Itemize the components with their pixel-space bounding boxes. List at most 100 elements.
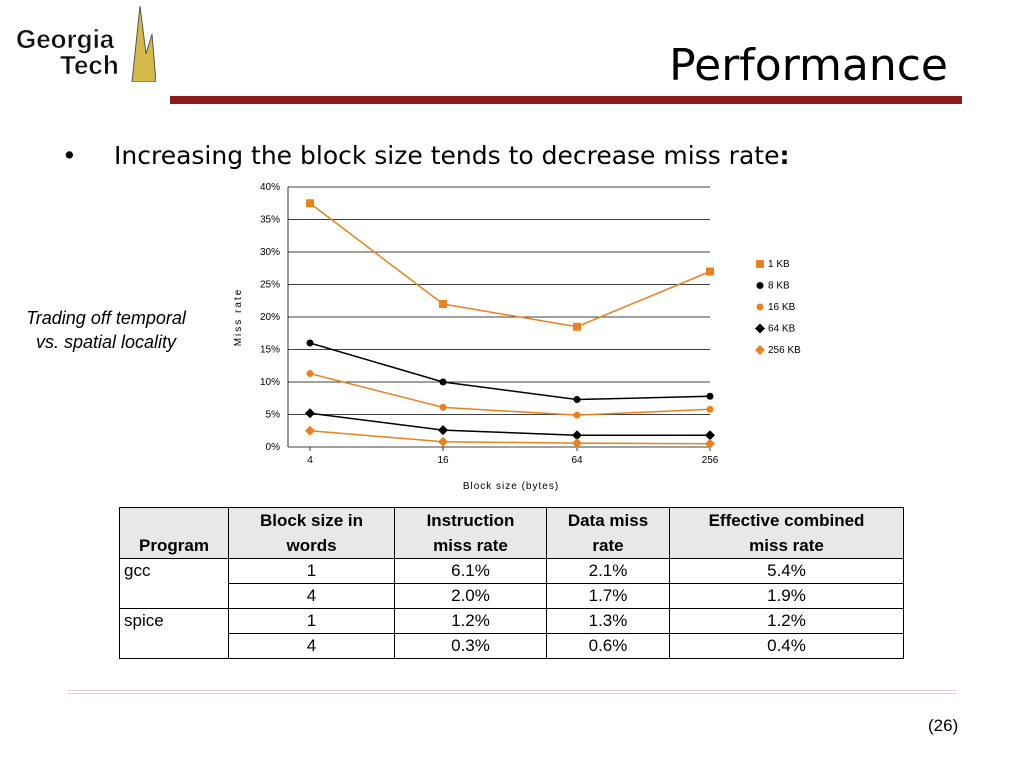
table-row: 4 0.3% 0.6% 0.4% [119, 633, 904, 659]
x-tick-label: 64 [571, 455, 583, 466]
series-line [309, 342, 711, 401]
cell-data: 2.1% [546, 558, 670, 584]
cell-instr: 2.0% [394, 583, 547, 609]
table-row: spice 1 1.2% 1.3% 1.2% [119, 608, 904, 634]
data-point [573, 396, 581, 404]
header-block-size-line1: Block size in [260, 511, 363, 530]
cell-block: 4 [228, 583, 395, 609]
cell-program [119, 633, 229, 659]
data-point [573, 322, 581, 331]
bullet-dot: • [62, 141, 77, 170]
miss-rate-table: Program Block size in words Instruction mi… [119, 507, 904, 659]
table-row: 4 2.0% 1.7% 1.9% [119, 583, 904, 609]
series-line [309, 412, 710, 437]
cell-instr: 0.3% [394, 633, 547, 659]
cell-data: 1.3% [546, 608, 670, 634]
cell-program: spice [119, 608, 229, 634]
cell-instr: 1.2% [394, 608, 547, 634]
legend-label: 64 KB [768, 324, 796, 335]
data-point [439, 403, 447, 411]
x-tick-label: 256 [702, 455, 719, 466]
cell-data: 1.7% [546, 583, 670, 609]
x-axis-label: Block size (bytes) [463, 481, 559, 492]
header-instruction-line2: miss rate [433, 536, 508, 555]
bullet-text: Increasing the block size tends to decre… [114, 141, 789, 170]
bullet-text-body: Increasing the block size tends to decre… [114, 141, 780, 170]
slide-title: Performance [669, 40, 948, 91]
data-point [705, 430, 715, 441]
data-point [706, 405, 714, 413]
cell-program [119, 583, 229, 609]
cell-combined: 0.4% [669, 633, 904, 659]
data-point [305, 425, 315, 436]
legend-label: 1 KB [768, 259, 790, 270]
cell-combined: 1.9% [669, 583, 904, 609]
logo-line1: Georgia [16, 24, 115, 54]
header-block-size-line2: words [286, 536, 337, 555]
header-block-size: Block size in words [228, 507, 395, 559]
miss-rate-chart: 0% 5% 10% 15% 20% 25% 30% 35% 40% 4 16 64 256 Block s… [233, 182, 801, 492]
header-instruction-line1: Instruction [426, 511, 515, 530]
cell-instr: 6.1% [394, 558, 547, 584]
series-line [309, 372, 711, 416]
data-point [439, 300, 447, 308]
legend-marker [756, 282, 764, 289]
header-data: Data miss rate [546, 507, 670, 559]
footer-divider [68, 690, 956, 694]
side-note-line2: vs. spatial locality [35, 332, 177, 352]
y-tick-label: 0% [266, 442, 281, 453]
data-point [572, 438, 582, 449]
header-combined-line2: miss rate [749, 536, 824, 555]
cell-combined: 5.4% [669, 558, 904, 584]
y-tick-label: 40% [260, 182, 280, 193]
y-tick-label: 35% [260, 215, 280, 226]
bullet-colon: : [779, 141, 790, 170]
data-point [438, 425, 448, 436]
cell-block: 1 [228, 608, 395, 634]
header-instruction: Instruction miss rate [394, 507, 547, 559]
header-data-line2: rate [592, 536, 624, 555]
y-tick-label: 15% [260, 345, 280, 356]
cell-data: 0.6% [546, 633, 670, 659]
data-point [306, 199, 314, 208]
y-axis-label: Miss rate [233, 288, 244, 347]
data-point [573, 411, 581, 419]
series-line [309, 202, 711, 328]
x-tick-label: 4 [307, 455, 313, 466]
data-point [706, 392, 714, 400]
y-tick-label: 20% [260, 312, 280, 323]
legend-label: 16 KB [768, 302, 796, 313]
data-point [439, 378, 447, 386]
cell-block: 1 [228, 558, 395, 584]
data-point [306, 339, 314, 347]
x-tick-label: 16 [437, 455, 449, 466]
header-program: Program [119, 507, 229, 559]
legend-marker [755, 323, 765, 334]
header-program-text: Program [139, 536, 209, 555]
page-number: (26) [928, 716, 959, 735]
header-combined: Effective combined miss rate [669, 507, 904, 559]
georgia-tech-logo: Georgia Tech [16, 5, 156, 82]
data-point [438, 436, 448, 447]
data-point [705, 438, 715, 449]
table-row: gcc 1 6.1% 2.1% 5.4% [119, 558, 904, 584]
data-point [306, 370, 314, 378]
cell-program: gcc [119, 558, 229, 584]
y-tick-label: 30% [260, 247, 280, 258]
header-combined-line1: Effective combined [708, 511, 865, 530]
data-point [572, 430, 582, 441]
series-line [309, 430, 711, 445]
header-data-line1: Data miss [567, 511, 649, 530]
legend-marker [756, 260, 764, 268]
data-point [706, 267, 714, 276]
legend-marker [756, 303, 764, 311]
title-underline-bar [170, 96, 962, 104]
y-tick-label: 25% [260, 280, 280, 291]
cell-combined: 1.2% [669, 608, 904, 634]
legend-label: 256 KB [768, 345, 801, 356]
side-note: Trading off temporal vs. spatial localit… [0, 306, 212, 354]
legend-label: 8 KB [768, 281, 790, 292]
table-header-row: Program Block size in words Instruction mi… [119, 507, 904, 559]
legend-marker [755, 345, 765, 355]
y-tick-label: 5% [266, 410, 281, 421]
